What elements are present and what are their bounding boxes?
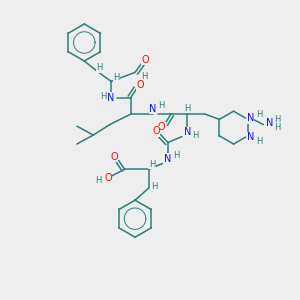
- Text: H: H: [193, 130, 199, 140]
- Text: N: N: [164, 154, 172, 164]
- Text: O: O: [141, 55, 149, 65]
- Text: H: H: [256, 110, 262, 118]
- Text: H: H: [96, 63, 102, 72]
- Text: H: H: [256, 137, 262, 146]
- Text: O: O: [104, 173, 112, 183]
- Text: H: H: [274, 123, 281, 132]
- Text: N: N: [266, 118, 273, 128]
- Text: H: H: [95, 176, 101, 185]
- Text: N: N: [149, 104, 157, 114]
- Text: O: O: [152, 127, 160, 136]
- Text: N: N: [247, 113, 254, 123]
- Text: H: H: [151, 182, 158, 191]
- Text: O: O: [110, 152, 118, 162]
- Text: H: H: [184, 104, 190, 113]
- Text: H: H: [173, 152, 179, 160]
- Text: H: H: [149, 160, 155, 169]
- Text: H: H: [158, 101, 164, 110]
- Text: H: H: [274, 115, 281, 124]
- Text: O: O: [158, 122, 165, 132]
- Text: H: H: [100, 92, 107, 101]
- Text: N: N: [107, 93, 115, 103]
- Text: N: N: [184, 127, 191, 137]
- Text: H: H: [113, 73, 120, 82]
- Text: O: O: [136, 80, 144, 90]
- Text: H: H: [141, 72, 147, 81]
- Text: N: N: [247, 132, 254, 142]
